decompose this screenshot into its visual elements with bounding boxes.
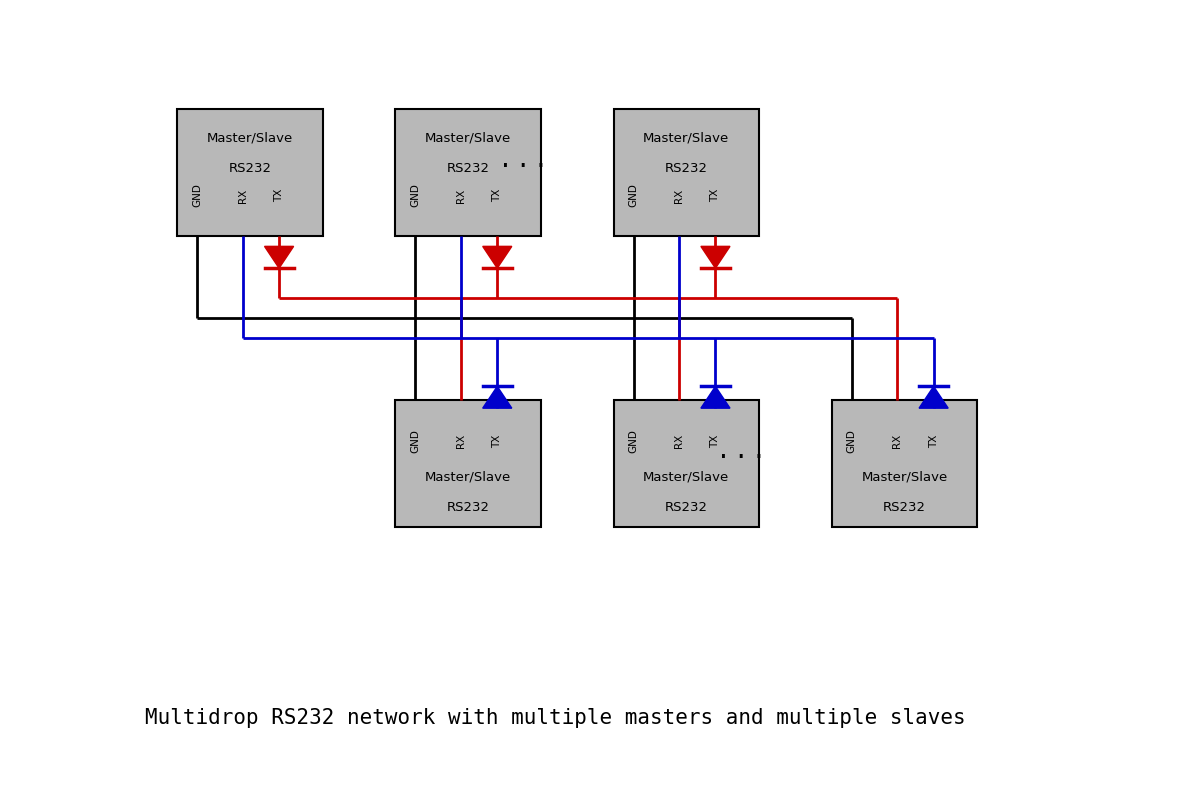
Text: RS232: RS232 [446,162,490,174]
Text: Master/Slave: Master/Slave [206,132,293,145]
Text: GND: GND [629,429,638,453]
Text: Master/Slave: Master/Slave [862,470,948,484]
Bar [396,400,541,527]
Text: RS232: RS232 [665,501,708,514]
Text: TX: TX [710,434,720,447]
Text: TX: TX [492,434,503,447]
Text: Master/Slave: Master/Slave [643,470,730,484]
Text: TX: TX [710,189,720,202]
Bar [613,400,760,527]
Text: RX: RX [674,434,684,448]
Polygon shape [701,386,730,408]
Text: GND: GND [192,183,203,207]
Text: RS232: RS232 [446,501,490,514]
Text: TX: TX [492,189,503,202]
Text: RS232: RS232 [883,501,926,514]
Text: RX: RX [238,188,247,202]
Text: Master/Slave: Master/Slave [425,470,511,484]
Text: GND: GND [847,429,857,453]
Text: . . .: . . . [500,145,545,173]
Text: Multidrop RS232 network with multiple masters and multiple slaves: Multidrop RS232 network with multiple ma… [145,708,966,728]
Text: GND: GND [410,429,420,453]
Polygon shape [482,386,512,408]
Bar [613,109,760,236]
Polygon shape [264,246,294,268]
Text: RX: RX [674,188,684,202]
Bar [396,109,541,236]
Text: GND: GND [629,183,638,207]
Polygon shape [482,246,512,268]
Text: RX: RX [456,434,466,448]
Text: . . .: . . . [719,436,763,464]
Text: RS232: RS232 [665,162,708,174]
Text: RX: RX [456,188,466,202]
Bar [178,109,323,236]
Polygon shape [701,246,730,268]
Polygon shape [919,386,948,408]
Text: GND: GND [410,183,420,207]
Bar [832,400,977,527]
Text: TX: TX [274,189,284,202]
Text: Master/Slave: Master/Slave [425,132,511,145]
Text: Master/Slave: Master/Slave [643,132,730,145]
Text: TX: TX [929,434,938,447]
Text: RS232: RS232 [228,162,271,174]
Text: RX: RX [893,434,902,448]
